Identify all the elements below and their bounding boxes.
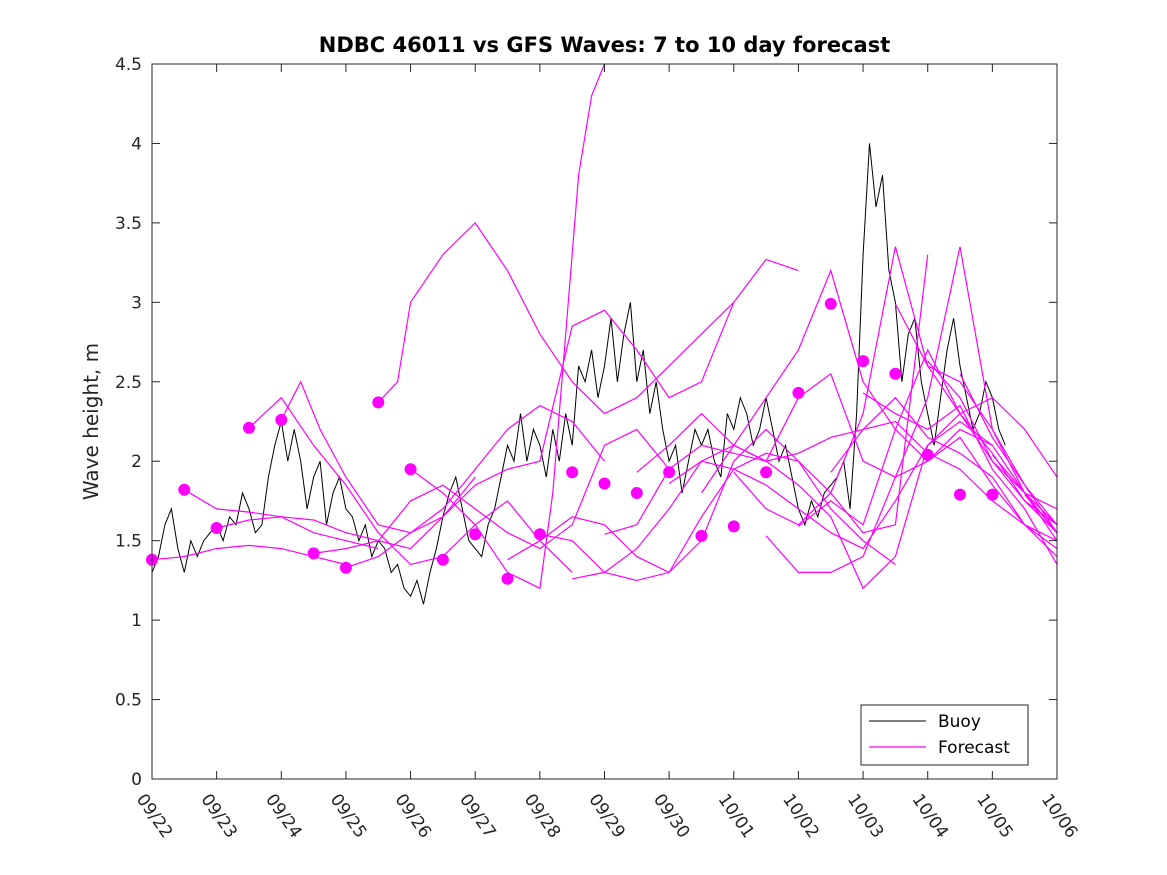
buoy-series <box>152 143 1006 605</box>
forecast-line-20 <box>830 396 1057 558</box>
forecast-start-marker-7 <box>339 561 352 574</box>
forecast-start-marker-25 <box>921 448 934 461</box>
forecast-start-marker-8 <box>372 396 385 409</box>
forecast-line-5 <box>280 380 605 534</box>
forecast-start-marker-23 <box>857 355 870 368</box>
forecast-start-marker-22 <box>824 297 837 310</box>
forecast-line-14 <box>636 372 1057 550</box>
forecast-start-marker-6 <box>307 547 320 560</box>
forecast-start-marker-3 <box>210 522 223 534</box>
y-tick-label: 1 <box>131 611 142 631</box>
plot-area <box>152 64 1057 779</box>
buoy-line <box>152 143 1006 605</box>
legend-box <box>860 704 1029 766</box>
forecast-line-21 <box>862 392 1057 565</box>
forecast-line-15 <box>668 396 1057 550</box>
y-tick-label: 1.5 <box>115 532 142 552</box>
forecast-start-marker-26 <box>954 488 966 501</box>
forecast-line-19 <box>798 348 1057 542</box>
y-tick-label: 4 <box>131 134 142 154</box>
y-tick-label: 4.5 <box>115 55 142 75</box>
forecast-start-marker-10 <box>436 553 449 566</box>
forecast-line-24 <box>959 373 1057 526</box>
y-tick-label: 0 <box>131 770 142 790</box>
forecast-line-8 <box>377 221 799 415</box>
forecast-start-marker-17 <box>663 466 676 479</box>
forecast-start-marker-4 <box>243 421 255 434</box>
forecast-line-13 <box>604 420 1057 542</box>
y-tick-label: 0.5 <box>115 691 142 711</box>
y-axis-label: Wave height, m <box>79 343 103 500</box>
forecast-start-marker-20 <box>760 466 773 479</box>
forecast-start-marker-14 <box>566 466 579 479</box>
legend-buoy-label: Buoy <box>938 712 981 732</box>
forecast-start-marker-5 <box>275 413 288 426</box>
forecast-start-marker-12 <box>501 572 514 585</box>
forecast-start-marker-21 <box>792 386 805 399</box>
forecast-start-marker-2 <box>178 483 191 496</box>
forecast-start-marker-24 <box>889 367 902 380</box>
forecast-start-marker-27 <box>986 488 999 501</box>
forecast-start-marker-13 <box>533 528 546 541</box>
y-tick-label: 3 <box>131 293 142 313</box>
forecast-line-16 <box>701 268 1057 526</box>
forecast-start-marker-18 <box>695 529 708 542</box>
forecast-start-marker-16 <box>630 487 643 499</box>
y-tick-label: 2.5 <box>115 373 142 393</box>
y-tick-label: 3.5 <box>115 214 142 234</box>
forecast-start-marker-11 <box>469 528 482 541</box>
legend-forecast-label: Forecast <box>938 738 1010 758</box>
chart-title: NDBC 46011 vs GFS Waves: 7 to 10 day for… <box>319 33 890 57</box>
forecast-line-3 <box>216 476 476 550</box>
forecast-marker-group <box>146 297 999 585</box>
y-axis: 0 0.5 1 1.5 2 2.5 3 3.5 4 4.5 <box>115 55 1057 790</box>
forecast-line-6 <box>313 428 670 554</box>
forecast-start-marker-15 <box>598 477 611 490</box>
forecast-line-22 <box>894 303 1057 526</box>
forecast-line-26 <box>1024 494 1057 534</box>
y-tick-label: 2 <box>131 452 142 472</box>
forecast-start-marker-19 <box>727 520 740 533</box>
forecast-line-23 <box>927 360 1057 534</box>
forecast-start-marker-9 <box>404 463 417 476</box>
forecast-line-4 <box>248 396 573 573</box>
legend: Buoy Forecast <box>860 704 1029 766</box>
forecast-line-17 <box>733 246 1057 534</box>
forecast-line-7 <box>345 302 735 569</box>
forecast-line-9 <box>410 64 606 590</box>
